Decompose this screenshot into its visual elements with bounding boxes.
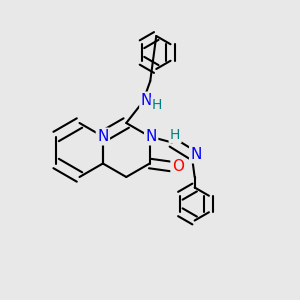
Text: N: N [97,129,109,144]
Text: O: O [172,159,184,174]
Text: N: N [146,129,157,144]
Text: H: H [170,128,180,142]
Text: N: N [141,93,152,108]
Text: H: H [152,98,162,112]
Text: N: N [190,147,202,162]
